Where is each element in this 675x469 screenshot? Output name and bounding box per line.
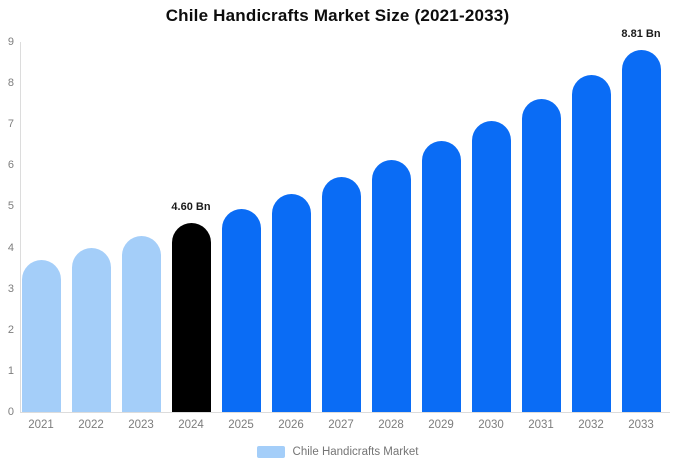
- bar-2026[interactable]: [271, 193, 311, 412]
- point-label-2033: 8.81 Bn: [621, 27, 661, 40]
- bar-2032[interactable]: [571, 74, 611, 412]
- x-tick-label-2024: 2024: [178, 419, 204, 431]
- y-tick-label: 8: [7, 77, 14, 90]
- y-axis-line: [20, 42, 21, 412]
- legend-swatch: [256, 446, 285, 458]
- legend-label: Chile Handicrafts Market: [292, 446, 419, 458]
- x-tick-label-2026: 2026: [278, 419, 304, 431]
- x-tick-label-2028: 2028: [378, 419, 404, 431]
- y-tick-label: 4: [7, 241, 14, 254]
- bar-2022[interactable]: [71, 248, 111, 412]
- x-tick-label-2029: 2029: [428, 419, 454, 431]
- y-tick-label: 9: [7, 36, 14, 48]
- y-tick-label: 5: [7, 200, 14, 213]
- x-tick-label-2032: 2032: [578, 419, 604, 431]
- bar-2025[interactable]: [221, 208, 261, 412]
- x-tick-label-2030: 2030: [478, 419, 504, 431]
- x-tick-label-2033: 2033: [628, 419, 654, 431]
- point-label-2024: 4.60 Bn: [171, 200, 211, 213]
- bar-2023[interactable]: [121, 236, 161, 412]
- bar-2030[interactable]: [471, 120, 511, 412]
- bar-2031[interactable]: [521, 98, 561, 412]
- x-tick-label-2021: 2021: [28, 419, 54, 431]
- x-tick-label-2022: 2022: [78, 419, 104, 431]
- x-tick-label-2025: 2025: [228, 419, 254, 431]
- chart-title: Chile Handicrafts Market Size (2021-2033…: [165, 6, 510, 25]
- y-tick-label: 3: [7, 282, 14, 295]
- x-axis-line: [20, 412, 670, 413]
- y-tick-label: 7: [7, 118, 14, 131]
- x-tick-label-2027: 2027: [328, 419, 354, 431]
- bar-2028[interactable]: [371, 159, 411, 412]
- bar-2024[interactable]: [171, 222, 211, 412]
- y-tick-label: 0: [7, 406, 14, 418]
- y-tick-label: 1: [7, 364, 14, 377]
- bar-2027[interactable]: [321, 177, 361, 412]
- legend-item[interactable]: Chile Handicrafts Market: [0, 446, 675, 458]
- bar-2033[interactable]: [621, 49, 661, 412]
- y-tick-label: 6: [7, 159, 14, 172]
- bar-2021[interactable]: [21, 259, 61, 412]
- x-tick-label-2023: 2023: [128, 419, 154, 431]
- y-tick-label: 2: [7, 323, 14, 336]
- x-tick-label-2031: 2031: [528, 419, 554, 431]
- bar-2029[interactable]: [421, 140, 461, 412]
